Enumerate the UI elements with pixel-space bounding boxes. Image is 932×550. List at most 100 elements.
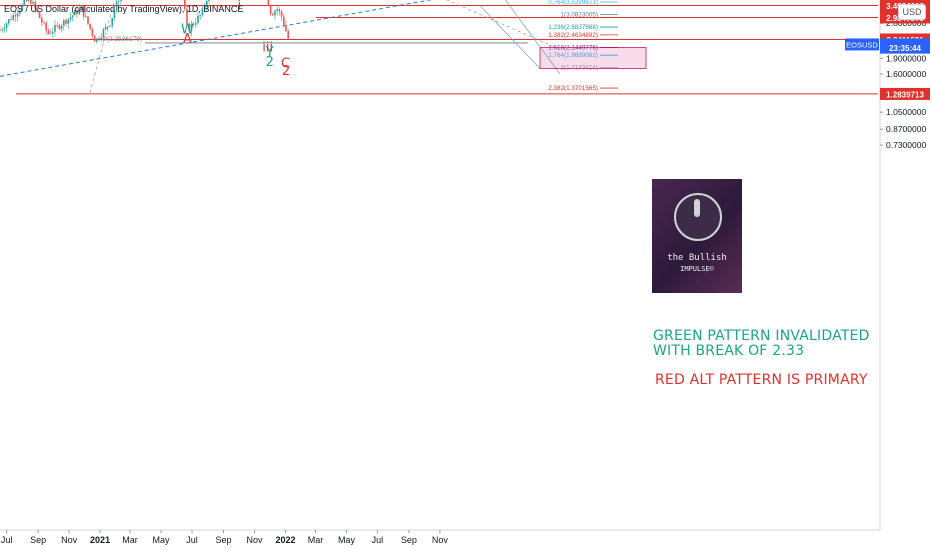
candle-body [109,25,111,27]
candle-body [203,6,206,9]
fib-extension-label: 2.382(1.3701565) [548,85,598,92]
candle-body [201,8,204,16]
candle-body [188,23,190,31]
candle-body [274,10,276,16]
x-tick-label: Nov [247,535,264,545]
wave-label: iii [262,41,273,56]
candle-body [285,25,287,32]
candle-body [8,19,10,24]
wave-label: i [237,0,241,14]
wave-label: A [183,32,192,47]
currency-button[interactable]: USD [898,4,926,20]
x-tick-label: Mar [308,535,324,545]
symbol-tag: EOSUSD [846,40,878,49]
x-tick-label: Nov [432,535,449,545]
candle-body [82,6,85,17]
candle-body [91,28,94,36]
candle-body [280,11,283,17]
candle-body [19,10,21,14]
candle-body [78,8,80,15]
fib-retracement-label: 0(2.2536179) [103,36,142,43]
candle-body [80,6,83,9]
wave-label: W [181,23,194,38]
candle-body [267,0,270,6]
price-tag: 23:35:44 [889,44,922,53]
fib-extension-label: 1.236(2.6837868) [548,24,598,31]
candle-body [192,23,195,25]
y-tick-label: 1.0500000 [886,107,926,117]
candle-body [30,0,32,4]
candle-body [287,31,289,39]
price-tag-bg [880,87,930,100]
logo-line-1: the Bullish [667,253,727,263]
candle-body [34,2,36,9]
candle-body [199,15,201,17]
candle-body [98,38,100,40]
logo-line-2: IMPULSE© [680,265,714,273]
candle-body [12,15,14,20]
candle-body [45,22,47,31]
x-tick-label: Jul [372,535,384,545]
candle-body [76,10,78,15]
x-tick-label: Jul [1,535,13,545]
candle-body [276,9,278,11]
candle-body [69,17,72,19]
candle-body [272,13,274,16]
wave-label: 2 [282,64,290,79]
x-tick-label: Sep [30,535,46,545]
candle-body [93,35,96,42]
candle-body [208,0,210,1]
candle-body [115,1,118,11]
wave-label: C [281,56,290,71]
candle-body [23,0,25,5]
x-tick-label: May [153,535,171,545]
candle-body [14,15,17,17]
price-tag: 1.2839713 [886,90,924,99]
candle-body [102,29,105,38]
chart-title: EOS / US Dollar (calculated by TradingVi… [4,4,244,14]
candle-body [283,16,285,26]
candle-body [113,10,116,18]
candle-body [111,17,113,26]
candle-body [32,2,34,4]
green-note-line-2: WITH BREAK OF 2.33 [653,343,805,359]
y-tick-label: 1.6000000 [886,69,926,79]
dashed-trendline-rise [89,0,116,93]
candle-body [60,25,63,29]
candle-body [38,12,41,19]
candle-body [184,0,186,10]
candle-body [58,25,61,29]
candle-body [87,16,89,24]
y-tick-label: 0.7300000 [886,140,926,150]
candle-body [10,19,12,21]
candle-body [41,18,43,23]
candle-body [74,10,76,16]
candle-body [65,20,67,24]
candle-body [0,29,1,31]
red-pattern-note: RED ALT PATTERN IS PRIMARY [655,372,868,388]
candle-body [47,30,50,34]
candles [0,0,289,44]
candle-body [54,25,56,32]
y-tick-label: 0.8700000 [886,124,926,134]
candle-body [1,29,3,31]
candle-body [120,0,122,2]
candle-body [100,37,102,40]
dashed-trendline-grey [446,0,561,50]
bullish-impulse-logo: the Bullish IMPULSE© [652,179,742,293]
x-tick-label: Jul [186,535,198,545]
candle-body [190,23,193,31]
candle-body [104,26,107,30]
x-tick-label: Nov [61,535,78,545]
green-note-line-1: GREEN PATTERN INVALIDATED [653,328,870,344]
wave-label: Y [265,45,274,60]
x-tick-label: May [338,535,356,545]
candle-body [71,15,74,18]
candle-body [5,23,8,29]
candle-body [278,9,281,12]
channel-line [479,5,541,69]
fib-extension-label: 1.382(2.4634892) [548,32,598,39]
wave-label: 2 [266,55,274,70]
y-tick-label: 1.9000000 [886,53,926,63]
